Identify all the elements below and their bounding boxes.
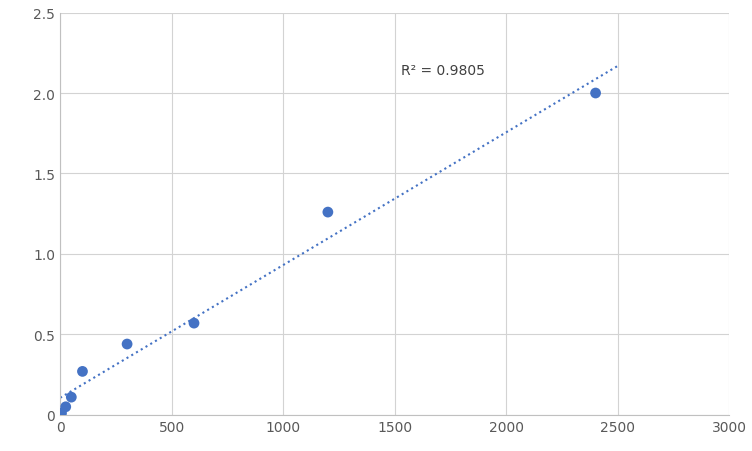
Text: R² = 0.9805: R² = 0.9805 <box>402 64 485 78</box>
Point <box>590 90 602 97</box>
Point <box>188 320 200 327</box>
Point <box>56 410 68 417</box>
Point <box>59 403 71 410</box>
Point <box>322 209 334 216</box>
Point <box>77 368 89 375</box>
Point <box>65 394 77 401</box>
Point <box>121 341 133 348</box>
